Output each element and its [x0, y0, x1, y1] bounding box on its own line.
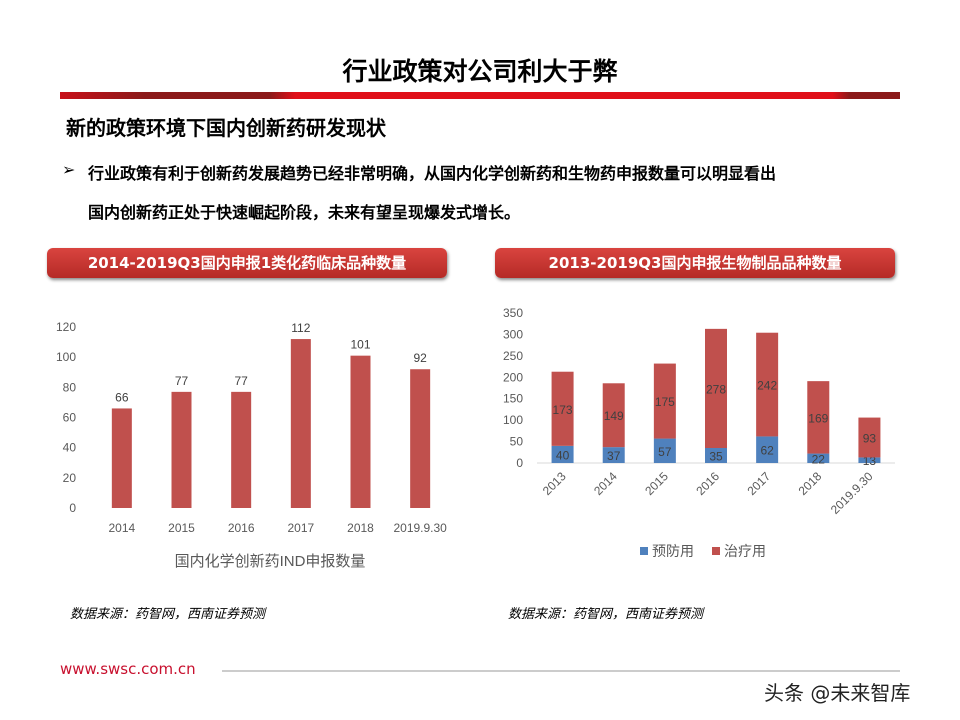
data-label: 92 [413, 351, 427, 365]
y-tick-label: 100 [503, 413, 523, 427]
data-label: 66 [115, 390, 129, 404]
data-label: 37 [607, 449, 621, 463]
y-tick-label: 350 [503, 306, 523, 320]
x-tick-label: 2015 [168, 521, 195, 535]
y-tick-label: 0 [69, 501, 76, 515]
bar-preventive [756, 436, 779, 463]
bar-preventive [602, 447, 625, 463]
bar-preventive [705, 448, 727, 463]
y-tick-label: 100 [56, 350, 76, 364]
data-label: 242 [757, 379, 777, 393]
legend-label: 治疗用 [724, 543, 766, 559]
y-tick-label: 20 [63, 471, 77, 485]
bar [171, 391, 192, 508]
footer-site-link[interactable]: www.swsc.com.cn [60, 660, 196, 678]
x-tick-label: 2016 [228, 521, 255, 535]
legend-swatch [640, 547, 648, 555]
bar-therapeutic [653, 363, 676, 439]
x-tick-label: 2013 [540, 469, 569, 498]
y-tick-label: 50 [510, 435, 524, 449]
y-tick-label: 120 [56, 320, 76, 334]
bar [290, 339, 311, 508]
y-tick-label: 250 [503, 349, 523, 363]
bar [111, 408, 132, 508]
x-tick-label: 2016 [693, 469, 722, 498]
x-tick-label: 2017 [744, 469, 773, 498]
chart1-source: 数据来源：药智网，西南证券预测 [70, 607, 266, 622]
data-label: 149 [604, 409, 624, 423]
x-axis-label: 国内化学创新药IND申报数量 [175, 553, 366, 570]
bar-therapeutic [756, 332, 779, 437]
bar [410, 369, 431, 508]
data-label: 40 [556, 448, 570, 462]
y-tick-label: 60 [63, 411, 77, 425]
bar-therapeutic [602, 383, 625, 448]
title-divider [60, 92, 900, 99]
bar-preventive [653, 438, 676, 463]
x-tick-label: 2018 [796, 469, 825, 498]
data-label: 175 [655, 395, 675, 409]
x-tick-label: 2014 [591, 469, 620, 498]
y-tick-label: 150 [503, 392, 523, 406]
data-label: 22 [812, 452, 826, 466]
chart2-title: 2013-2019Q3国内申报生物制品品种数量 [495, 248, 895, 278]
x-tick-label: 2019.9.30 [828, 469, 876, 517]
bar [350, 355, 371, 508]
data-label: 278 [706, 382, 726, 396]
x-tick-label: 2018 [347, 521, 374, 535]
bullet-text-line-2: 国内创新药正处于快速崛起阶段，未来有望呈现爆发式增长。 [88, 203, 521, 222]
bar-therapeutic [551, 371, 574, 446]
x-tick-label: 2014 [108, 521, 135, 535]
x-tick-label: 2015 [642, 469, 671, 498]
footer-divider [222, 670, 900, 672]
chart2-source: 数据来源：药智网，西南证券预测 [508, 607, 704, 622]
legend-label: 预防用 [652, 543, 694, 559]
bar-therapeutic [807, 381, 830, 454]
bar-preventive [858, 457, 881, 463]
bar-preventive [551, 445, 574, 463]
data-label: 62 [760, 444, 774, 458]
data-label: 77 [175, 374, 189, 388]
watermark: 头条 @未来智库 [764, 681, 911, 705]
data-label: 112 [291, 321, 310, 335]
data-label: 77 [234, 374, 248, 388]
data-label: 93 [863, 432, 877, 446]
data-label: 57 [658, 445, 672, 459]
y-tick-label: 0 [516, 456, 523, 470]
bar [231, 391, 252, 508]
data-label: 169 [808, 411, 828, 425]
bar-therapeutic [705, 328, 727, 448]
y-tick-label: 40 [63, 441, 77, 455]
chart1-title: 2014-2019Q3国内申报1类化药临床品种数量 [47, 248, 447, 278]
data-label: 101 [350, 338, 370, 352]
y-tick-label: 300 [503, 327, 523, 341]
data-label: 173 [553, 403, 573, 417]
x-tick-label: 2017 [287, 521, 314, 535]
slide-title: 行业政策对公司利大于弊 [342, 57, 618, 86]
y-tick-label: 80 [63, 380, 77, 394]
x-tick-label: 2019.9.30 [393, 521, 447, 535]
data-label: 13 [863, 454, 877, 468]
bullet-text-line-1: 行业政策有利于创新药发展趋势已经非常明确，从国内化学创新药和生物药申报数量可以明… [88, 164, 777, 183]
section-subtitle: 新的政策环境下国内创新药研发现状 [66, 116, 386, 140]
legend-swatch [712, 547, 720, 555]
bar-therapeutic [858, 417, 881, 458]
arrow-right-icon: ➢ [62, 160, 76, 179]
y-tick-label: 200 [503, 370, 523, 384]
data-label: 35 [709, 450, 723, 464]
bar-preventive [807, 453, 830, 463]
